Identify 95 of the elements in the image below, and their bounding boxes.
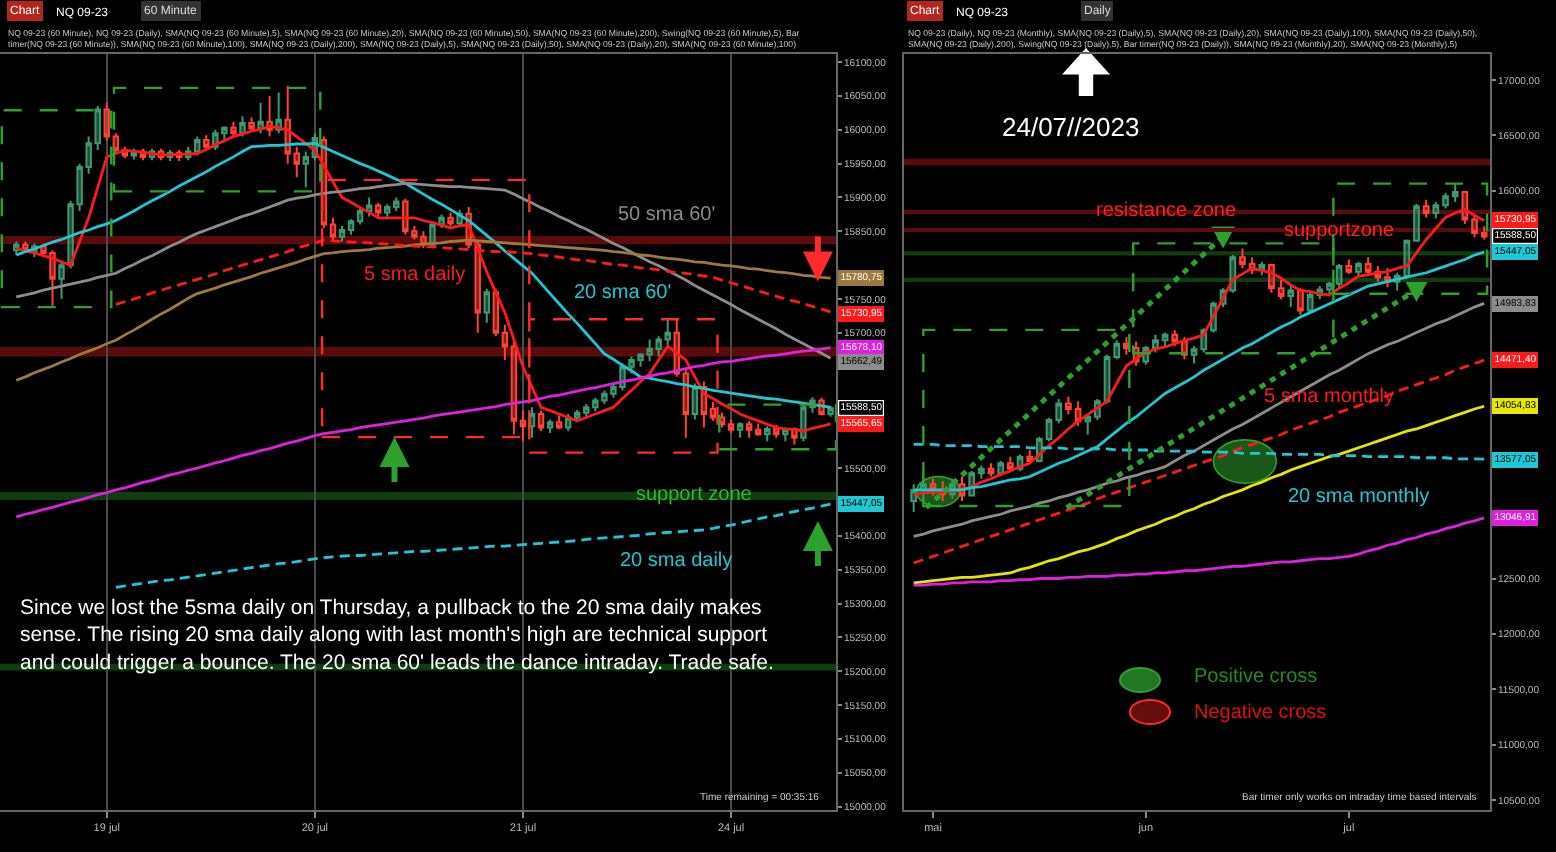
- annotation: support zone: [636, 484, 753, 506]
- candlestick: [230, 120, 237, 138]
- candlestick: [1113, 339, 1121, 361]
- candlestick: [1306, 291, 1314, 314]
- candlestick: [592, 396, 599, 413]
- candlestick: [1287, 283, 1295, 309]
- candlestick: [275, 91, 282, 135]
- candlestick: [1190, 344, 1198, 365]
- candlestick: [329, 216, 337, 243]
- line-series: [114, 502, 832, 589]
- candlestick: [103, 101, 110, 141]
- candlestick: [384, 203, 391, 218]
- series-label: 20 sma daily: [620, 550, 733, 572]
- candlestick: [1480, 225, 1488, 241]
- candlestick: [646, 338, 653, 363]
- candlestick: [546, 418, 554, 435]
- candlestick: [1355, 260, 1362, 279]
- line-series: [912, 358, 1486, 565]
- candlestick: [293, 145, 300, 179]
- candlestick: [555, 414, 563, 430]
- candlestick: [1277, 278, 1285, 301]
- candlestick: [85, 135, 92, 175]
- candlestick: [411, 224, 418, 241]
- candlestick: [528, 406, 536, 439]
- candlestick: [519, 409, 527, 443]
- annotation: supportzone: [1284, 220, 1395, 242]
- candlestick: [49, 249, 56, 307]
- candlestick: [1297, 289, 1304, 316]
- candlestick: [1084, 413, 1092, 436]
- series-label: 20 sma 60': [574, 282, 672, 304]
- line-series: [912, 404, 1486, 585]
- candlestick: [248, 116, 255, 133]
- line-series: [912, 301, 1486, 538]
- candlestick: [655, 335, 662, 358]
- candlestick: [483, 287, 490, 324]
- annotation: Negative cross: [1194, 702, 1327, 724]
- candlestick: [1345, 258, 1353, 275]
- candlestick: [94, 105, 101, 152]
- annotation: Since we lost the 5sma daily on Thursday, a pullback to the 20 sma daily makes sense. The rising 20 sma daily along with last month's high are technical support and could trigger a bounce. The 20 sma 60' leads the dance intraday. Trade safe.: [20, 596, 774, 675]
- candlestick: [709, 400, 717, 422]
- candlestick: [58, 260, 65, 300]
- candlestick: [682, 367, 690, 439]
- candlestick: [910, 483, 918, 514]
- candlestick: [1471, 214, 1478, 239]
- candlestick: [601, 389, 608, 405]
- candlestick: [203, 134, 210, 152]
- candlestick: [1026, 449, 1034, 465]
- candlestick: [1055, 398, 1063, 425]
- annotation: 24/07//2023: [1002, 112, 1140, 142]
- candlestick: [356, 206, 364, 226]
- series-label: 20 sma monthly: [1288, 486, 1430, 508]
- annotation: Positive cross: [1194, 666, 1318, 688]
- candlestick: [1451, 183, 1459, 203]
- candlestick: [76, 162, 83, 213]
- candlestick: [745, 419, 753, 439]
- candlestick: [221, 125, 228, 141]
- line-series: [14, 181, 832, 360]
- line-series: [14, 346, 832, 519]
- candlestick: [997, 460, 1005, 477]
- candlestick: [610, 382, 617, 399]
- candlestick: [393, 196, 400, 213]
- line-series: [14, 238, 832, 382]
- candlestick: [1461, 189, 1469, 226]
- line-series: [912, 516, 1486, 587]
- candlestick: [347, 218, 355, 236]
- candlestick: [628, 355, 635, 375]
- annotation: resistance zone: [1096, 200, 1237, 222]
- candlestick: [1413, 203, 1420, 243]
- candlestick: [447, 211, 454, 227]
- candlestick: [736, 421, 744, 439]
- candlestick: [1442, 192, 1449, 210]
- series-label: 50 sma 60': [618, 204, 716, 226]
- candlestick: [1364, 256, 1372, 276]
- candlestick: [664, 318, 671, 347]
- candlestick: [727, 418, 735, 435]
- candlestick: [583, 402, 590, 419]
- candlestick: [302, 150, 310, 189]
- candlestick: [1335, 262, 1343, 289]
- candlestick: [501, 323, 509, 361]
- candlestick: [1422, 198, 1430, 219]
- candlestick: [1432, 200, 1440, 220]
- candlestick: [1239, 247, 1246, 270]
- candlestick: [978, 464, 985, 480]
- candlestick: [257, 101, 264, 135]
- candlestick: [987, 462, 995, 478]
- candlestick: [338, 224, 346, 243]
- candlestick: [402, 197, 409, 236]
- candlestick: [1171, 329, 1179, 347]
- candlestick: [764, 425, 771, 443]
- candlestick: [537, 409, 545, 432]
- candlestick: [1007, 455, 1014, 471]
- candlestick: [637, 352, 644, 368]
- candlestick: [1065, 395, 1072, 416]
- series-label: 5 sma daily: [364, 264, 466, 286]
- candlestick: [754, 422, 762, 437]
